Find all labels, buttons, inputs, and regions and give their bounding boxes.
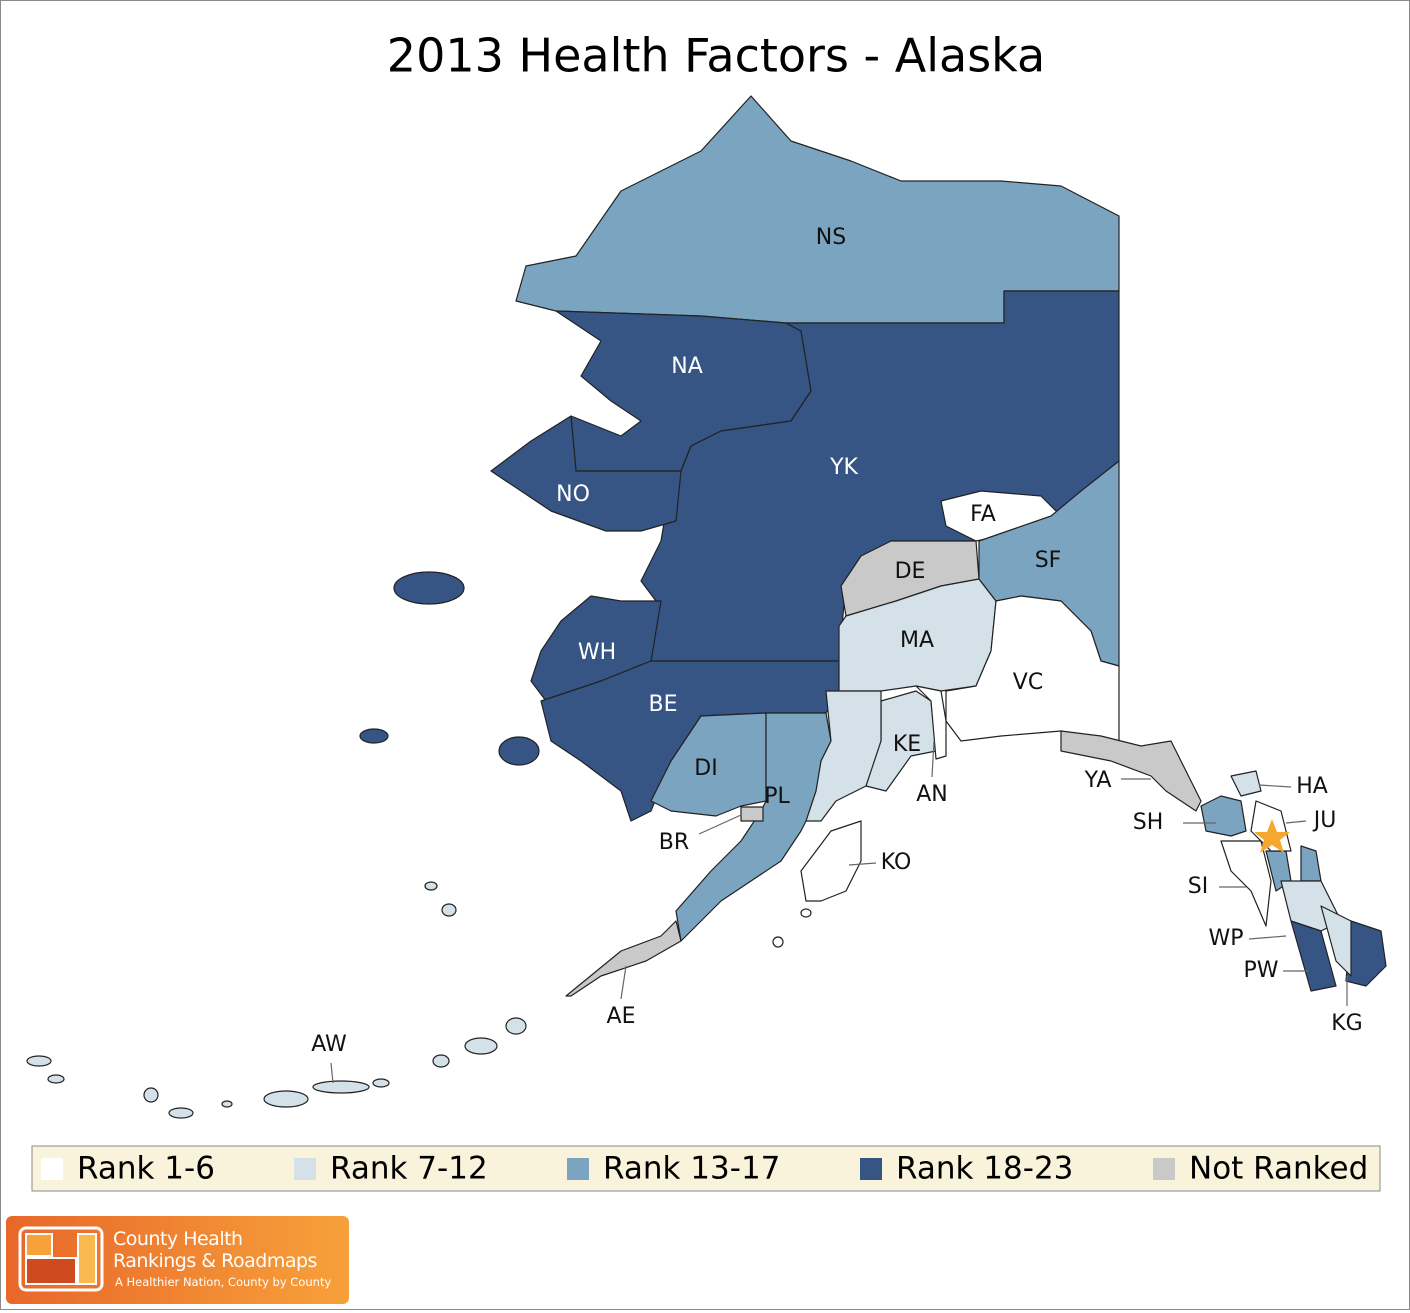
region-label: VC <box>1013 670 1043 695</box>
regions <box>26 95 1387 1119</box>
legend-label: Rank 1-6 <box>77 1151 215 1187</box>
region <box>498 736 540 766</box>
logo-line: County Health <box>113 1228 243 1250</box>
leader-line <box>1258 784 1292 788</box>
region-label: PL <box>764 784 790 809</box>
legend-swatch <box>860 1158 882 1180</box>
region-label: SI <box>1188 874 1208 899</box>
region-label: KO <box>881 850 912 875</box>
region-label: PW <box>1243 958 1278 983</box>
legend-label: Rank 13-17 <box>603 1151 780 1187</box>
leader-line <box>1285 820 1307 824</box>
legend-label: Not Ranked <box>1189 1151 1368 1187</box>
region <box>800 820 862 902</box>
labels: NS NA YK FA NO WH BE DI PL BR DE MA SF VC KE AN KO AE AW YA… <box>311 225 1363 1084</box>
region <box>915 685 947 760</box>
region-label: MA <box>900 628 934 653</box>
region-label: DI <box>694 756 717 781</box>
leader-line <box>698 814 742 835</box>
region-label: YK <box>829 455 858 480</box>
legend-swatch <box>1153 1158 1175 1180</box>
region-label: KE <box>893 732 921 757</box>
region <box>424 881 438 891</box>
region-label: NO <box>556 482 590 507</box>
region <box>263 1090 309 1108</box>
region <box>740 806 764 822</box>
region-label: AE <box>607 1004 636 1029</box>
legend-swatch <box>41 1158 63 1180</box>
logo-icon <box>18 1226 104 1292</box>
legend-swatch <box>567 1158 589 1180</box>
region <box>515 95 1120 324</box>
region <box>565 920 682 997</box>
region <box>47 1074 65 1084</box>
region-label: KG <box>1331 1011 1362 1036</box>
region-label: HA <box>1296 774 1328 799</box>
region-label: BE <box>649 692 678 717</box>
leader-line <box>1248 935 1287 940</box>
region <box>800 908 812 918</box>
region <box>312 1080 370 1094</box>
region-label: BR <box>659 830 689 855</box>
region-label: DE <box>895 559 926 584</box>
region-label: JU <box>1312 808 1337 833</box>
leader-line <box>330 1062 334 1084</box>
region <box>1300 845 1322 882</box>
region <box>490 415 682 532</box>
region <box>143 1087 159 1103</box>
leader-line <box>848 862 877 866</box>
legend-label: Rank 18-23 <box>896 1151 1073 1187</box>
region-label: AW <box>311 1032 347 1057</box>
region-label: NS <box>816 225 846 250</box>
region-label: WP <box>1208 926 1243 951</box>
region <box>441 903 457 917</box>
region <box>1060 730 1202 812</box>
region-label: AN <box>916 782 948 807</box>
legend-swatch <box>294 1158 316 1180</box>
region-label: SH <box>1133 810 1164 835</box>
region <box>393 571 465 605</box>
logo-tagline: A Healthier Nation, County by County <box>115 1275 332 1289</box>
region-label: FA <box>970 502 996 527</box>
map-title: 2013 Health Factors - Alaska <box>387 29 1045 83</box>
logo-line: Rankings & Roadmaps <box>113 1250 317 1272</box>
region <box>221 1100 233 1108</box>
region <box>168 1107 194 1119</box>
leader-line <box>931 740 935 778</box>
region <box>1290 920 1337 992</box>
region <box>1200 795 1247 837</box>
region <box>1320 905 1352 977</box>
logo: County Health Rankings & Roadmaps A Heal… <box>6 1216 349 1304</box>
region <box>464 1037 498 1055</box>
leader-line <box>620 965 627 1000</box>
region <box>505 1017 527 1035</box>
region <box>1220 840 1272 927</box>
legend-box <box>31 1145 1381 1192</box>
region <box>772 936 784 948</box>
region <box>359 728 389 744</box>
region <box>805 690 882 822</box>
region <box>1345 920 1387 987</box>
region <box>432 1054 450 1068</box>
region-label: SF <box>1035 548 1062 573</box>
capital-star <box>1254 819 1290 853</box>
region <box>1230 770 1262 797</box>
region <box>372 1078 390 1088</box>
region <box>26 1055 52 1067</box>
region-label: YA <box>1084 768 1112 793</box>
region-label: NA <box>671 354 703 379</box>
region-label: WH <box>578 640 616 665</box>
legend: Rank 1-6 Rank 7-12 Rank 13-17 Rank 18-23 Not… <box>41 1151 1368 1187</box>
legend-label: Rank 7-12 <box>330 1151 488 1187</box>
